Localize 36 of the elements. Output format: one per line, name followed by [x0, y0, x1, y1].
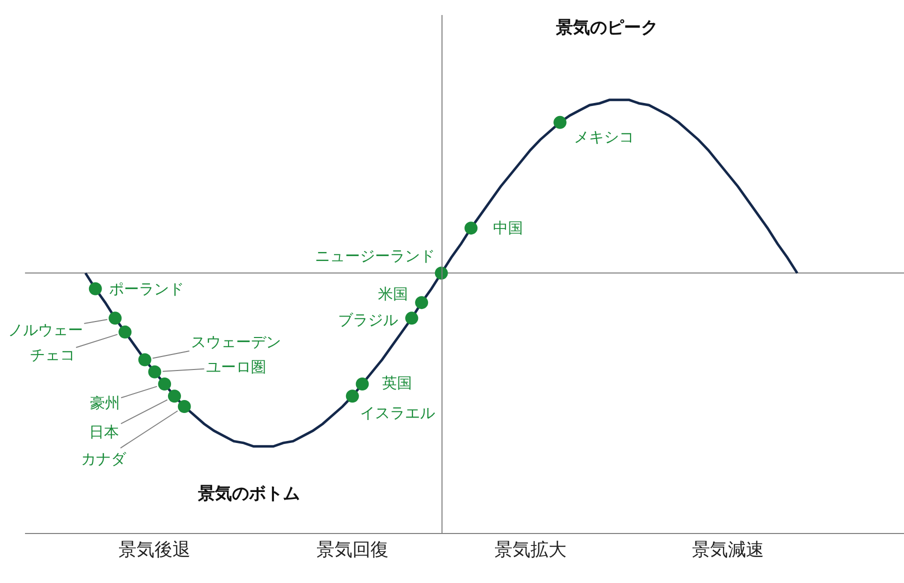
point [168, 390, 181, 403]
x-tick-label: 景気減速 [692, 540, 764, 561]
point [178, 400, 191, 414]
series-label: ニュージーランド [315, 247, 435, 265]
point [148, 365, 162, 378]
point [158, 378, 172, 391]
text: ユーロ圏 [206, 358, 266, 376]
series-label: ブラジル [338, 311, 398, 329]
point [405, 312, 418, 325]
point [346, 390, 359, 403]
series-label: 中国 [493, 219, 523, 237]
series-label: ポーランド [109, 280, 184, 298]
point [434, 266, 448, 280]
point [553, 116, 566, 129]
annotation: 景気のピーク [555, 18, 658, 38]
text: カナダ [81, 450, 127, 468]
text: 豪州 [90, 394, 120, 412]
point [356, 378, 369, 391]
text: スウェーデン [191, 333, 281, 351]
point [138, 353, 152, 366]
text: 日本 [89, 423, 119, 441]
series-label: メキシコ [574, 128, 634, 146]
series-label: 英国 [382, 374, 412, 392]
x-tick-label: 景気回復 [316, 540, 388, 561]
series-label: イスラエル [360, 404, 435, 422]
point [464, 222, 478, 235]
point [108, 312, 122, 325]
text: チェコ [30, 346, 75, 364]
point [88, 282, 102, 296]
series-label: ノルウェー [8, 321, 83, 339]
annotation: 景気のボトム [197, 484, 300, 504]
x-tick-label: 景気後退 [118, 540, 191, 561]
point [118, 326, 132, 339]
point [415, 296, 428, 310]
series-label: 米国 [378, 285, 408, 303]
x-tick-label: 景気拡大 [494, 540, 566, 561]
